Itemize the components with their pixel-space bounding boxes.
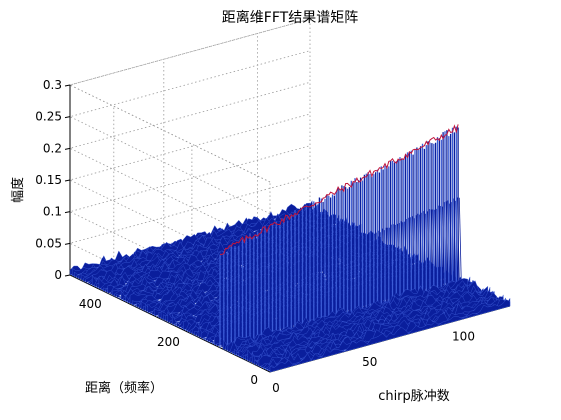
x-tick-label: 50: [362, 355, 377, 369]
z-tick-mark: [64, 242, 71, 245]
peak-ridge-edge: [219, 124, 459, 255]
x-gridline: [257, 33, 458, 321]
x-gridline: [163, 59, 364, 347]
z-tick-label: 0.05: [35, 236, 62, 250]
z-tick-mark: [64, 274, 71, 277]
z-tick-mark: [64, 84, 71, 87]
y-axis-label: 距离（频率）: [85, 380, 163, 396]
z-tick-mark: [64, 179, 71, 182]
z-tick-mark: [64, 211, 71, 214]
noise-floor-strip-front: [269, 299, 511, 373]
tick-labels: 0 0.05 0.1 0.15 0.2 0.25 0.3 0 200 400 0 50 100: [35, 78, 475, 395]
box-edge: [69, 18, 311, 86]
z-tick-label: 0.15: [35, 173, 62, 187]
chirp-peak-flank: [458, 197, 462, 284]
z-gridline: [68, 176, 311, 341]
z-gridline: [68, 50, 311, 215]
x-tick-label: 100: [452, 329, 475, 343]
z-tick-mark: [64, 147, 71, 150]
box-edge: [69, 84, 271, 183]
y-tick-label: 0: [250, 373, 258, 387]
z-gridline: [68, 145, 311, 310]
x-axis-label: chirp脉冲数: [378, 389, 450, 404]
z-tick-label: 0.2: [43, 141, 62, 155]
surface: [69, 124, 511, 373]
y-tick-label: 400: [79, 297, 102, 311]
z-tick-label: 0.1: [43, 205, 62, 219]
z-tick-label: 0.3: [43, 78, 62, 92]
z-gridline: [68, 113, 311, 278]
z-gridline: [68, 81, 311, 246]
z-tick-label: 0: [54, 268, 62, 282]
y-tick-label: 200: [157, 335, 180, 349]
chart-title: 距离维FFT结果谱矩阵: [222, 9, 358, 26]
z-tick-mark: [64, 116, 71, 119]
z-tick-label: 0.25: [35, 110, 62, 124]
z-axis-label: 幅度: [10, 177, 26, 203]
x-tick-label: 0: [272, 381, 280, 395]
z-gridline: [68, 18, 311, 183]
